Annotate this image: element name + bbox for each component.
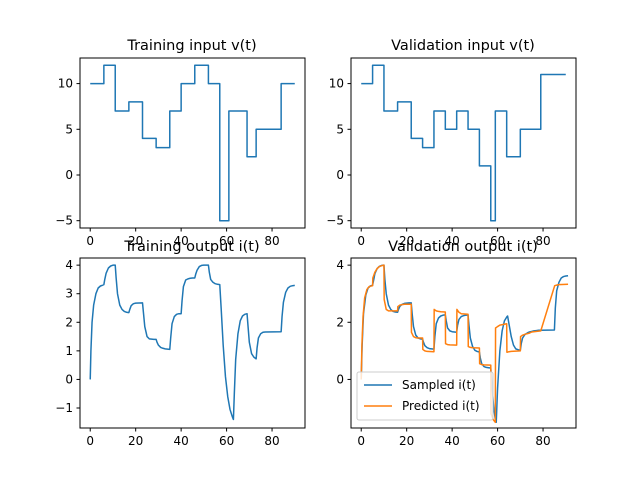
y-tick-label: 4 (336, 258, 344, 272)
title-training-output: Training output i(t) (123, 239, 259, 255)
x-tick-label: 20 (128, 434, 143, 448)
x-tick-label: 60 (219, 234, 234, 248)
x-tick-label: 20 (128, 234, 143, 248)
x-tick-label: 0 (86, 434, 94, 448)
y-tick-label: 0 (65, 168, 73, 182)
x-tick-label: 60 (219, 434, 234, 448)
subplot-validation-input: Validation input v(t) 0 20 40 60 80 −5 0 5 10 (326, 38, 577, 248)
x-tick-label: 40 (444, 234, 459, 248)
title-training-input: Training input v(t) (126, 38, 256, 54)
plot-area-validation-input: 0 20 40 60 80 −5 0 5 10 (326, 57, 577, 248)
axes-frame (79, 57, 306, 229)
x-tick-label: 0 (86, 234, 94, 248)
y-tick-label: 1 (65, 344, 73, 358)
x-tick-label: 40 (173, 234, 188, 248)
x-tick-label: 0 (357, 434, 365, 448)
subplot-training-input: Training input v(t) 0 20 40 60 80 −5 0 5 10 (55, 38, 306, 248)
y-tick-label: 0 (336, 168, 344, 182)
x-tick-label: 80 (535, 234, 550, 248)
series-line-training-input (90, 64, 295, 222)
y-tick-label: 2 (336, 315, 344, 329)
x-tick-label: 20 (399, 434, 414, 448)
subplot-validation-output: 0 20 40 60 80 0 2 4 Validation output i(t) Samp… (336, 239, 577, 448)
x-tick-label: 80 (535, 434, 550, 448)
x-tick-label: 80 (264, 434, 279, 448)
plot-area-validation-output: 0 20 40 60 80 0 2 4 (336, 257, 577, 448)
y-tick-label: 4 (65, 258, 73, 272)
y-tick-label: 5 (65, 122, 73, 136)
y-tick-label: −5 (326, 214, 344, 228)
title-validation-output: Validation output i(t) (388, 239, 538, 255)
y-tick-label: 10 (329, 77, 344, 91)
y-tick-label: −1 (55, 401, 73, 415)
x-tick-label: 40 (444, 434, 459, 448)
y-tick-label: 5 (336, 122, 344, 136)
subplot-training-output: 0 20 40 60 80 −1 0 1 2 3 4 Training output i(t) (55, 239, 306, 448)
series-line-validation-input (361, 64, 566, 222)
legend-box (356, 371, 494, 421)
y-tick-label: 3 (65, 287, 73, 301)
y-tick-label: 10 (58, 77, 73, 91)
title-validation-input: Validation input v(t) (391, 38, 535, 54)
x-tick-label: 60 (490, 234, 505, 248)
y-tick-label: 0 (65, 372, 73, 386)
axes-frame (350, 257, 577, 429)
plot-area-training-output: 0 20 40 60 80 −1 0 1 2 3 4 (55, 257, 306, 448)
x-tick-label: 80 (264, 234, 279, 248)
y-tick-label: 0 (336, 372, 344, 386)
plot-area-training-input: 0 20 40 60 80 −5 0 5 10 (55, 57, 306, 248)
series-line-training-output (89, 264, 295, 421)
x-tick-label: 0 (357, 234, 365, 248)
x-tick-label: 40 (173, 434, 188, 448)
axes-frame (350, 57, 577, 229)
y-tick-label: 2 (65, 315, 73, 329)
legend: Sampled i(t) Predicted i(t) (356, 371, 494, 421)
y-tick-label: −5 (55, 214, 73, 228)
x-tick-label: 60 (490, 434, 505, 448)
series-line-predicted-i-t (360, 264, 569, 424)
x-tick-label: 20 (399, 234, 414, 248)
legend-label-sampled: Sampled i(t) (402, 378, 476, 392)
legend-label-predicted: Predicted i(t) (402, 399, 480, 413)
axes-frame (79, 257, 306, 429)
